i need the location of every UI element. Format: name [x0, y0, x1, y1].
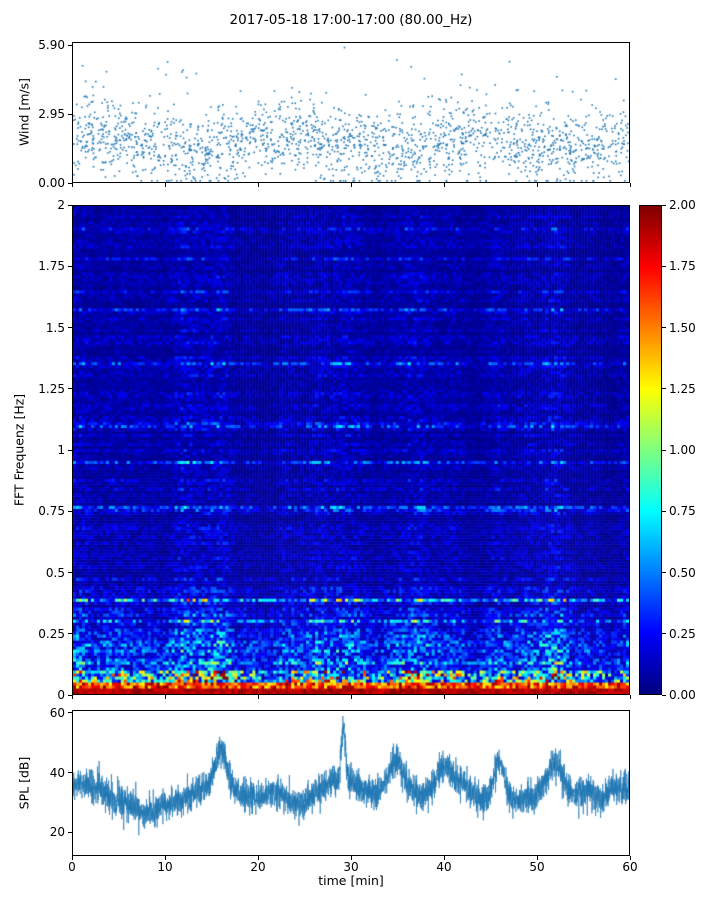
- time-xtick-label: 40: [436, 860, 452, 874]
- tick-mark: [68, 44, 72, 46]
- colorbar-canvas: [640, 206, 661, 694]
- tick-mark: [443, 183, 445, 187]
- fft-ytick-label: 1.5: [45, 320, 65, 335]
- fft-spectrogram-plot: [72, 205, 630, 695]
- time-x-axis-label: time [min]: [318, 873, 384, 888]
- time-xtick-label: 50: [529, 860, 545, 874]
- tick-mark: [68, 831, 72, 833]
- spl-ytick-label: 60: [49, 705, 65, 720]
- spl-ytick-label: 40: [49, 765, 65, 780]
- tick-mark: [68, 204, 72, 206]
- tick-mark: [662, 633, 666, 635]
- figure-title: 2017-05-18 17:00-17:00 (80.00_Hz): [229, 12, 473, 28]
- fft-ytick-label: 2: [57, 198, 65, 212]
- tick-mark: [68, 113, 72, 115]
- tick-mark: [662, 572, 666, 573]
- spl-line-canvas: [73, 711, 629, 855]
- tick-mark: [68, 327, 72, 328]
- colorbar-tick-label: 1.50: [669, 320, 696, 335]
- tick-mark: [68, 510, 72, 512]
- tick-mark: [257, 856, 259, 860]
- fft-spectrogram-canvas: [73, 206, 629, 694]
- wind-scatter-canvas: [73, 43, 629, 182]
- spl-ytick-label: 20: [49, 825, 65, 840]
- tick-mark: [257, 183, 259, 187]
- colorbar-tick-label: 0.75: [669, 504, 696, 519]
- tick-mark: [629, 183, 631, 187]
- colorbar-tick-label: 1.75: [669, 259, 696, 274]
- fft-ytick-label: 1: [57, 443, 65, 457]
- tick-mark: [71, 183, 73, 187]
- wind-ytick-label: 5.90: [38, 38, 65, 53]
- spl-y-axis-label: SPL [dB]: [16, 756, 32, 810]
- tick-mark: [350, 695, 352, 699]
- tick-mark: [68, 633, 72, 635]
- colorbar-tick-label: 2.00: [669, 198, 696, 212]
- fft-ytick-label: 0.25: [38, 626, 65, 641]
- colorbar-tick-label: 0.50: [669, 565, 696, 580]
- tick-mark: [164, 856, 166, 860]
- tick-mark: [629, 695, 631, 699]
- tick-mark: [662, 327, 666, 328]
- time-xtick-label: 60: [622, 860, 638, 874]
- tick-mark: [257, 695, 259, 699]
- tick-mark: [629, 856, 631, 860]
- tick-mark: [68, 694, 72, 696]
- colorbar-tick-label: 0.00: [669, 688, 696, 702]
- tick-mark: [662, 510, 666, 512]
- tick-mark: [662, 449, 666, 451]
- tick-mark: [662, 204, 666, 206]
- tick-mark: [71, 695, 73, 699]
- tick-mark: [443, 856, 445, 860]
- time-xtick-label: 20: [250, 860, 266, 874]
- fft-ytick-label: 0.5: [45, 565, 65, 580]
- tick-mark: [68, 772, 72, 774]
- tick-mark: [350, 856, 352, 860]
- tick-mark: [68, 182, 72, 184]
- wind-y-axis-label: Wind [m/s]: [16, 77, 32, 147]
- fft-ytick-label: 0.75: [38, 504, 65, 519]
- fft-y-axis-label: FFT Frequenz [Hz]: [11, 393, 27, 507]
- tick-mark: [662, 265, 666, 267]
- tick-mark: [350, 183, 352, 187]
- colorbar-tick-label: 0.25: [669, 626, 696, 641]
- tick-mark: [164, 695, 166, 699]
- tick-mark: [536, 183, 538, 187]
- colorbar-tick-label: 1.25: [669, 381, 696, 396]
- tick-mark: [68, 572, 72, 573]
- time-xtick-label: 0: [68, 860, 76, 874]
- spl-line-plot: [72, 710, 630, 856]
- wind-ytick-label: 2.95: [38, 107, 65, 122]
- tick-mark: [662, 694, 666, 696]
- fft-ytick-label: 1.25: [38, 381, 65, 396]
- wind-scatter-plot: [72, 42, 630, 183]
- tick-mark: [164, 183, 166, 187]
- tick-mark: [68, 388, 72, 390]
- colorbar-tick-label: 1.00: [669, 443, 696, 457]
- tick-mark: [71, 856, 73, 860]
- tick-mark: [443, 695, 445, 699]
- tick-mark: [68, 265, 72, 267]
- tick-mark: [536, 856, 538, 860]
- fft-ytick-label: 1.75: [38, 259, 65, 274]
- time-xtick-label: 30: [343, 860, 359, 874]
- tick-mark: [68, 449, 72, 451]
- wind-ytick-label: 0.00: [38, 176, 65, 190]
- tick-mark: [662, 388, 666, 390]
- tick-mark: [536, 695, 538, 699]
- time-xtick-label: 10: [157, 860, 173, 874]
- fft-ytick-label: 0: [57, 688, 65, 702]
- colorbar: [639, 205, 662, 695]
- tick-mark: [68, 712, 72, 714]
